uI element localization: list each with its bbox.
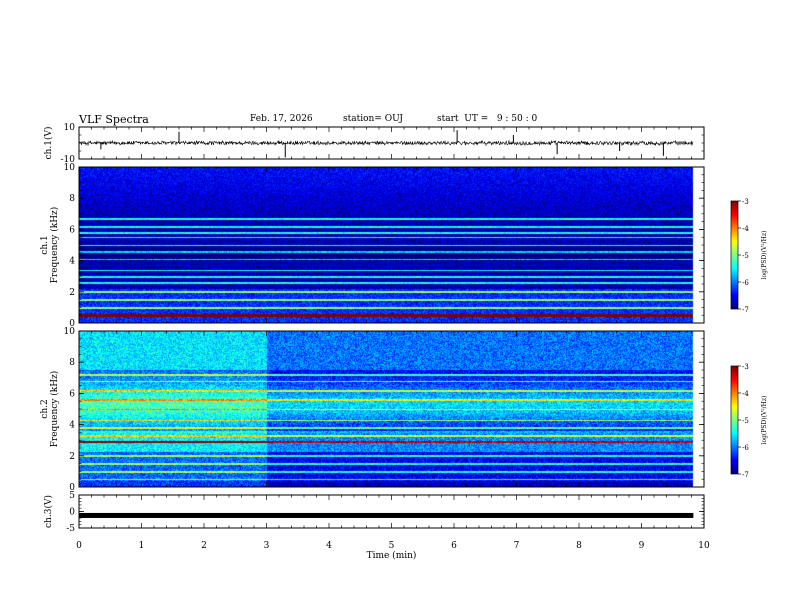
figure-title: VLF Spectra (79, 113, 149, 126)
y-tick-label: 6 (69, 225, 75, 235)
ch2-freq-label: Frequency (kHz) (49, 371, 60, 448)
y-tick-label: 0 (69, 483, 75, 493)
y-tick-label: -5 (66, 524, 75, 534)
x-tick-label: 8 (576, 541, 582, 551)
y-tick-label: 4 (69, 421, 75, 431)
date-label: Feb. 17, 2026 (250, 114, 313, 124)
colorbar-tick-label: -3 (742, 198, 749, 206)
colorbar-tick-label: -7 (742, 471, 749, 479)
colorbar-tick-label: -6 (742, 444, 749, 452)
colorbar-tick-label: -4 (742, 225, 749, 233)
ch1-freq-label: Frequency (kHz) (49, 207, 60, 284)
x-tick-label: 0 (76, 541, 82, 551)
ch1-y-label: ch.1(V) (43, 127, 54, 160)
start-time-label: start UT = 9 : 50 : 0 (437, 114, 538, 124)
y-tick-label: 0 (69, 319, 75, 329)
y-tick-label: 5 (69, 491, 75, 501)
ch1-spectrogram-image (79, 167, 704, 323)
y-tick-label: 2 (69, 288, 75, 298)
ch2-spectrogram-image (79, 331, 704, 487)
colorbar-label: log(PSD)(V²/Hz) (761, 396, 768, 445)
ch1-spectrogram-colorbar (731, 201, 738, 309)
x-tick-label: 7 (514, 541, 520, 551)
x-tick-label: 9 (639, 541, 645, 551)
y-tick-label: 0 (69, 508, 75, 518)
ch1-trace (78, 139, 694, 147)
colorbar-tick-label: -5 (742, 252, 749, 260)
ch2-spectrogram-colorbar (731, 366, 738, 474)
y-tick-label: 10 (64, 163, 76, 173)
colorbar-tick-label: -3 (742, 363, 749, 371)
y-tick-label: 8 (69, 358, 75, 368)
x-tick-label: 2 (201, 541, 207, 551)
y-tick-label: 2 (69, 452, 75, 462)
x-tick-label: 3 (264, 541, 270, 551)
ch3-y-label: ch.3(V) (43, 495, 54, 528)
x-axis-label: Time (min) (367, 550, 417, 561)
x-tick-label: 5 (389, 541, 395, 551)
colorbar-label: log(PSD)(V²/Hz) (761, 231, 768, 280)
ch3-trace (79, 512, 694, 518)
y-tick-label: 4 (69, 257, 75, 267)
x-tick-label: 4 (326, 541, 332, 551)
colorbar-tick-label: -7 (742, 306, 749, 314)
y-tick-label: 6 (69, 389, 75, 399)
ch1-channel-label: ch.1 (40, 235, 50, 254)
station-label: station= OUJ (343, 114, 404, 124)
x-tick-label: 10 (698, 541, 710, 551)
y-tick-label: 8 (69, 194, 75, 204)
ch2-channel-label: ch.2 (40, 399, 50, 418)
colorbar-tick-label: -4 (742, 390, 749, 398)
colorbar-tick-label: -5 (742, 417, 749, 425)
y-tick-label: 10 (64, 123, 76, 133)
y-tick-label: -10 (61, 155, 76, 165)
x-tick-label: 1 (139, 541, 145, 551)
colorbar-tick-label: -6 (742, 279, 749, 287)
x-tick-label: 6 (451, 541, 457, 551)
y-tick-label: 10 (64, 327, 76, 337)
